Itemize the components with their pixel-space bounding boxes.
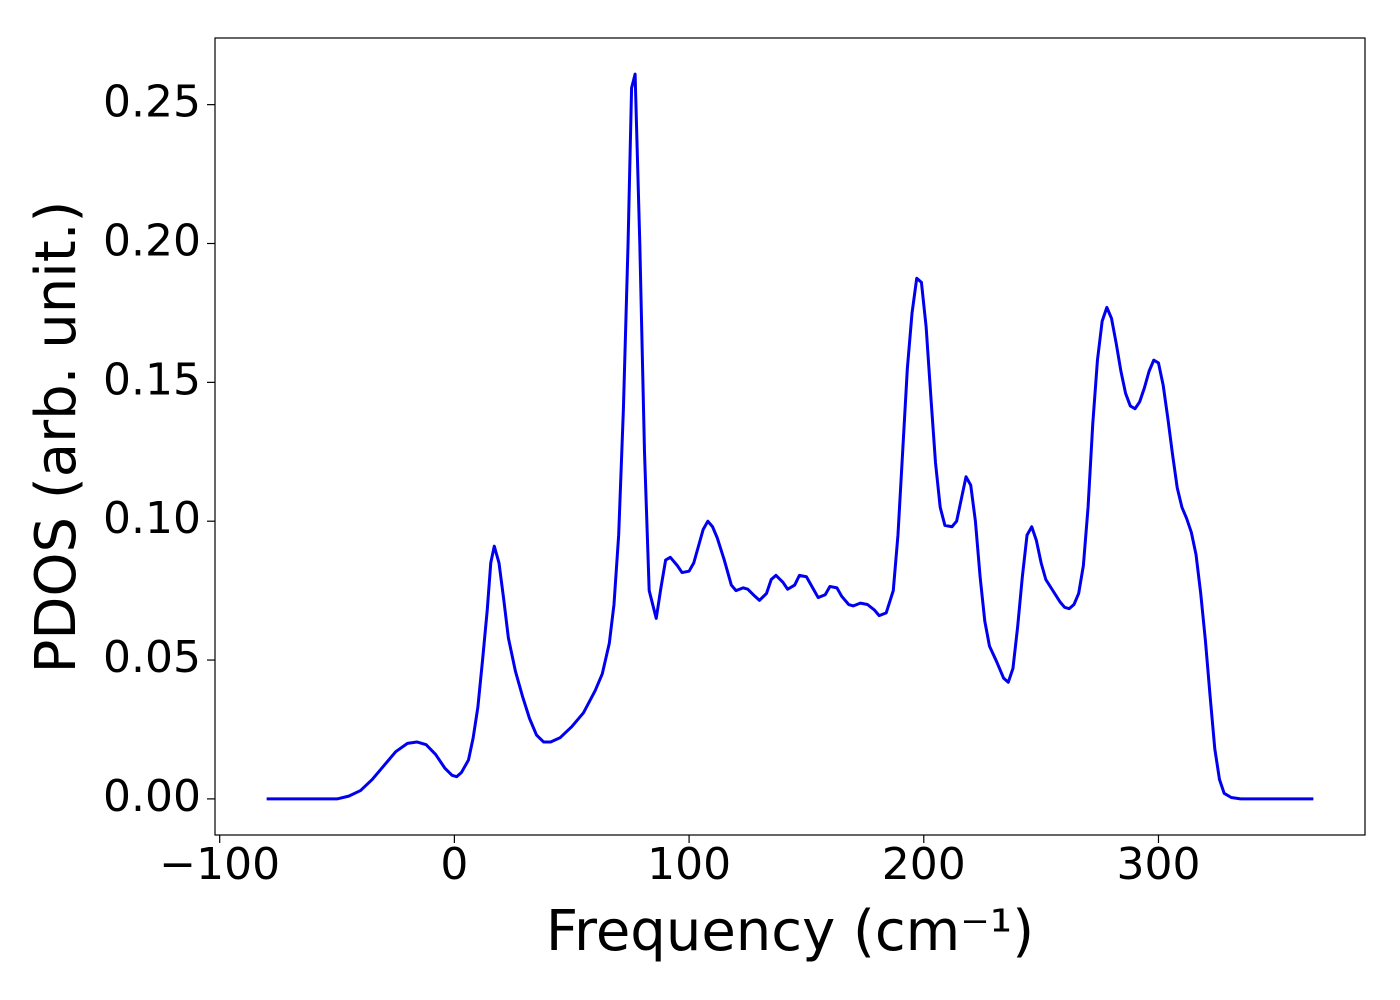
y-axis-label: PDOS (arb. unit.) (24, 201, 89, 674)
y-tick-label: 0.05 (103, 632, 201, 683)
x-tick-label: 200 (882, 839, 966, 890)
y-tick-label: 0.00 (103, 771, 201, 822)
x-axis-label: Frequency (cm⁻¹) (546, 899, 1034, 964)
plot-frame (214, 37, 1366, 836)
line-series (266, 72, 1314, 801)
x-tick-label: −100 (159, 839, 280, 890)
x-tick-label: 100 (647, 839, 731, 890)
x-tick-label: 300 (1116, 839, 1200, 890)
y-tick-label: 0.15 (103, 354, 201, 405)
y-tick-label: 0.10 (103, 493, 201, 544)
y-tick-label: 0.25 (103, 77, 201, 128)
y-tick-label: 0.20 (103, 215, 201, 266)
x-tick-label: 0 (440, 839, 468, 890)
